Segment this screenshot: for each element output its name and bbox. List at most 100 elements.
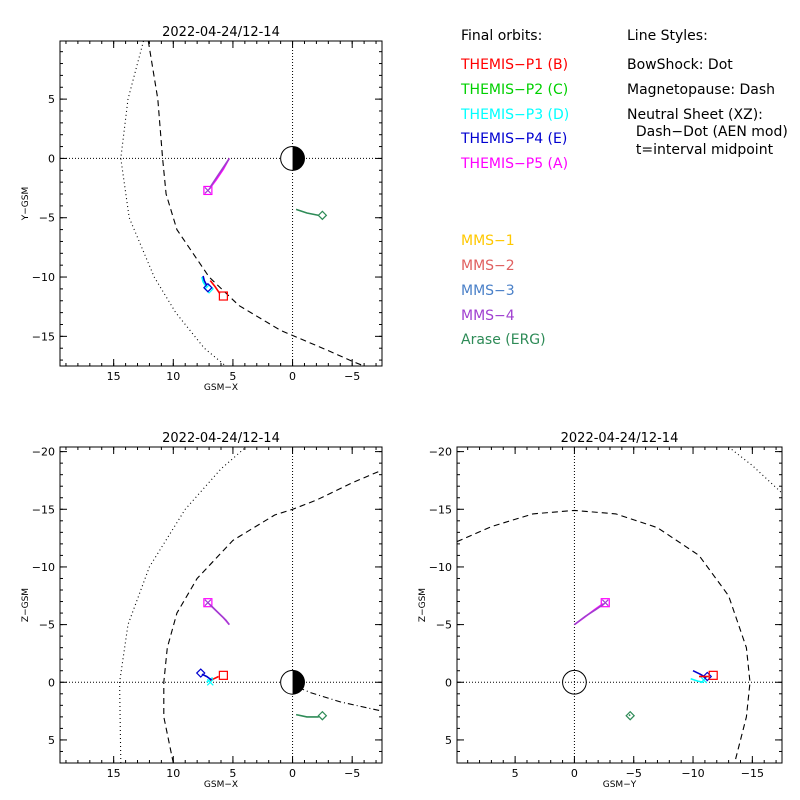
- y-axis-label: Z−GSM: [21, 588, 31, 622]
- bowshock-curve: [120, 41, 227, 366]
- plot-panel-3: 2022-04-24/12-14 5 0 −5 −10 −15 5 0 −5 −10 −15 −20 G…: [418, 431, 783, 790]
- legend-themis-p5: THEMIS−P5 (A): [461, 156, 569, 172]
- legend-mms1: MMS−1: [461, 233, 515, 249]
- legend-mms3: MMS−3: [461, 283, 515, 299]
- line-style-dashdot: Dash−Dot (AEN mod): [627, 124, 788, 140]
- legend-themis-p2: THEMIS−P2 (C): [461, 82, 569, 98]
- y-tick-label: −5: [39, 619, 55, 632]
- legend-themis-p1: THEMIS−P1 (B): [461, 57, 569, 73]
- y-tick-label: 0: [445, 676, 452, 689]
- plot-frame: [59, 40, 383, 367]
- orbit-marker-diamond: [625, 710, 636, 721]
- line-style-bowshock: BowShock: Dot: [627, 57, 733, 73]
- x-tick-label: 10: [166, 370, 180, 383]
- plot-panel-1: 2022-04-24/12-14 15 10 5 0 −5 5 0 −5 −10 −15 GSM−X Y…: [21, 25, 383, 393]
- y-tick-label: −10: [32, 561, 55, 574]
- orbit-line-mms4: [573, 603, 605, 626]
- y-tick-label: −15: [32, 330, 55, 343]
- orbit-marker-square: [203, 185, 213, 196]
- orbit-marker-square: [218, 670, 228, 680]
- earth-night-side: [292, 146, 305, 171]
- y-tick-label: −5: [39, 212, 55, 225]
- y-axis-label: Z−GSM: [418, 588, 428, 622]
- y-tick-label: −10: [32, 271, 55, 284]
- y-tick-label: 0: [48, 676, 55, 689]
- plot-content: [120, 41, 365, 366]
- plot-content: [119, 447, 382, 763]
- x-tick-label: −15: [741, 767, 764, 780]
- orbit-line-arase: [295, 713, 319, 718]
- orbit-marker-diamond: [702, 671, 713, 682]
- x-tick-label: 0: [289, 370, 296, 383]
- orbit-marker-diamond: [195, 668, 206, 678]
- orbit-marker-diamond: [203, 282, 213, 293]
- x-tick-label: −5: [344, 370, 360, 383]
- plot-title: 2022-04-24/12-14: [162, 431, 280, 446]
- x-tick-label: 0: [571, 767, 578, 780]
- orbit-marker-x: [204, 187, 212, 194]
- y-tick-label: 5: [445, 734, 452, 747]
- x-axis-label: GSM−Y: [603, 780, 637, 790]
- final-orbits-title: Final orbits:: [461, 28, 543, 44]
- neutral_sheet-curve: [286, 681, 382, 712]
- orbit-line-themis_p3: [206, 677, 214, 683]
- legend-themis-p4: THEMIS−P4 (E): [461, 131, 568, 147]
- orbit-line-mms4: [209, 604, 230, 626]
- y-tick-label: −15: [429, 503, 452, 516]
- y-tick-label: 0: [48, 152, 55, 165]
- plot-frame: [59, 446, 383, 764]
- line-style-midpoint: t=interval midpoint: [627, 142, 774, 158]
- orbit-marker-square: [218, 291, 228, 301]
- orbit-marker-square: [708, 670, 718, 680]
- legend-mms2: MMS−2: [461, 258, 515, 274]
- x-tick-label: 0: [289, 767, 296, 780]
- line-style-neutral-sheet: Neutral Sheet (XZ):: [627, 107, 763, 123]
- y-tick-label: 5: [48, 734, 55, 747]
- y-tick-label: −5: [436, 619, 452, 632]
- orbit-line-themis_p4: [202, 275, 208, 286]
- earth-night-side: [292, 670, 305, 695]
- line-styles-title: Line Styles:: [627, 28, 708, 44]
- legend-arase: Arase (ERG): [461, 332, 546, 348]
- line-style-magnetopause: Magnetopause: Dash: [627, 82, 776, 98]
- orbit-marker-diamond: [317, 210, 328, 221]
- legend-themis-p3: THEMIS−P3 (D): [461, 107, 570, 123]
- y-tick-label: −20: [429, 446, 452, 459]
- x-axis-label: GSM−X: [204, 780, 238, 790]
- orbit-line-mms4: [209, 157, 230, 188]
- plot-frame: [456, 446, 783, 764]
- legend-mms4: MMS−4: [461, 308, 515, 324]
- x-tick-label: −5: [344, 767, 360, 780]
- y-tick-label: −10: [429, 561, 452, 574]
- earth-symbol: [562, 669, 587, 695]
- x-tick-label: 5: [229, 370, 236, 383]
- x-tick-label: 10: [166, 767, 180, 780]
- orbit-marker-x: [204, 599, 212, 607]
- y-tick-label: 5: [48, 93, 55, 106]
- orbit-line-arase: [295, 208, 319, 217]
- x-tick-label: 5: [229, 767, 236, 780]
- orbit-marker-square: [203, 598, 213, 608]
- plot-content: [457, 447, 782, 763]
- plot-panel-2: 2022-04-24/12-14 15 10 5 0 −5 5 0 −5 −10 −15 −20 GSM…: [21, 431, 383, 790]
- x-tick-label: 15: [107, 767, 121, 780]
- orbit-line-arase: [628, 714, 631, 717]
- orbit-line-themis_p1: [209, 280, 221, 295]
- bowshock-curve: [119, 447, 247, 763]
- orbit-marker-diamond: [317, 710, 328, 721]
- x-tick-label: 15: [107, 370, 121, 383]
- y-axis-label: Y−GSM: [21, 187, 31, 222]
- x-tick-label: −10: [681, 767, 704, 780]
- orbit-marker-square: [600, 598, 610, 608]
- magnetopause-curve: [457, 509, 751, 763]
- orbit-marker-x: [601, 599, 609, 607]
- bowshock-curve: [728, 447, 782, 494]
- x-axis-label: GSM−X: [204, 383, 238, 393]
- magnetopause-curve: [147, 41, 365, 366]
- orbit-marker-x: [206, 678, 214, 686]
- plot-title: 2022-04-24/12-14: [162, 25, 280, 40]
- magnetopause-curve: [163, 469, 382, 763]
- x-tick-label: 5: [512, 767, 519, 780]
- y-tick-label: −15: [32, 503, 55, 516]
